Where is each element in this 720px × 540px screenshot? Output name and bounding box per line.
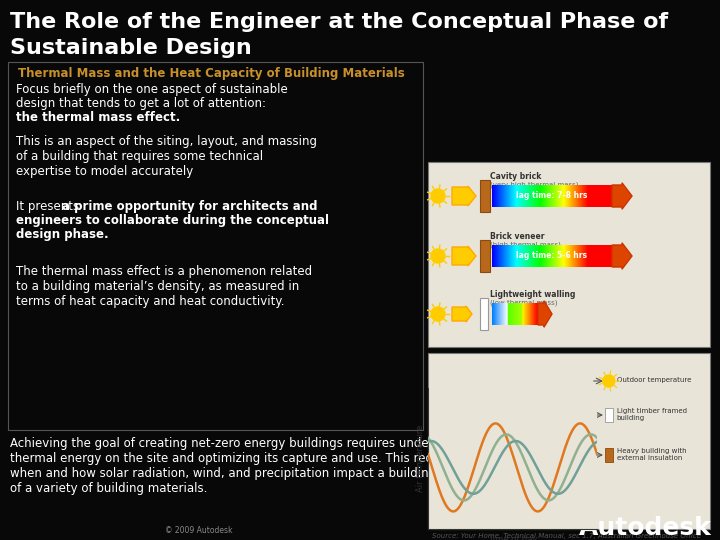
Text: a prime opportunity for architects and: a prime opportunity for architects and [62, 200, 318, 213]
Text: Lightweight walling: Lightweight walling [490, 290, 575, 299]
Text: (low thermal mass): (low thermal mass) [490, 299, 557, 306]
Text: Source: Your Home, Technical Manual, sec 1.7, Australian Greenhouse Office: Source: Your Home, Technical Manual, sec… [432, 533, 701, 539]
Text: Light timber framed
building: Light timber framed building [617, 408, 687, 421]
FancyArrow shape [538, 301, 552, 327]
FancyBboxPatch shape [480, 298, 488, 330]
Text: This is an aspect of the siting, layout, and massing
of a building that requires: This is an aspect of the siting, layout,… [16, 135, 317, 178]
FancyBboxPatch shape [605, 448, 613, 462]
Text: (high thermal mass): (high thermal mass) [490, 241, 561, 247]
Text: Heavy building with
external insulation: Heavy building with external insulation [617, 448, 686, 461]
Text: design phase.: design phase. [16, 228, 109, 241]
FancyBboxPatch shape [480, 240, 490, 272]
Text: lag time: 5-6 hrs: lag time: 5-6 hrs [516, 252, 588, 260]
Text: Thermal Mass and the Heat Capacity of Building Materials: Thermal Mass and the Heat Capacity of Bu… [18, 67, 405, 80]
Text: engineers to collaborate during the conceptual: engineers to collaborate during the conc… [16, 214, 329, 227]
Circle shape [431, 189, 445, 203]
Text: Brick veneer: Brick veneer [490, 232, 544, 241]
FancyBboxPatch shape [428, 353, 710, 529]
FancyArrow shape [452, 186, 476, 206]
Text: Outdoor temperature: Outdoor temperature [617, 377, 691, 383]
FancyArrow shape [612, 243, 632, 269]
FancyBboxPatch shape [428, 162, 710, 347]
Text: The thermal mass effect is a phenomenon related
to a building material’s density: The thermal mass effect is a phenomenon … [16, 265, 312, 308]
Text: design that tends to get a lot of attention:: design that tends to get a lot of attent… [16, 97, 266, 110]
FancyArrow shape [612, 183, 632, 209]
Circle shape [603, 375, 615, 387]
Text: (very high thermal mass): (very high thermal mass) [490, 181, 578, 187]
Text: the thermal mass effect.: the thermal mass effect. [16, 111, 180, 124]
Circle shape [431, 249, 445, 263]
FancyArrow shape [452, 306, 472, 322]
Text: Achieving the goal of creating net-zero energy buildings requires understanding : Achieving the goal of creating net-zero … [10, 437, 595, 495]
Circle shape [431, 307, 445, 321]
Text: lag time: 7-8 hrs: lag time: 7-8 hrs [516, 192, 588, 200]
Text: © 2009 Autodesk: © 2009 Autodesk [165, 526, 233, 535]
Text: Cavity brick: Cavity brick [490, 172, 541, 181]
FancyBboxPatch shape [480, 180, 490, 212]
Text: Sustainable Design: Sustainable Design [10, 38, 252, 58]
FancyBboxPatch shape [605, 408, 613, 422]
FancyArrow shape [452, 246, 476, 266]
Text: Focus briefly on the one aspect of sustainable: Focus briefly on the one aspect of susta… [16, 83, 288, 96]
Text: The Role of the Engineer at the Conceptual Phase of: The Role of the Engineer at the Conceptu… [10, 12, 668, 32]
Text: Autodesk: Autodesk [580, 516, 712, 540]
Text: It presents: It presents [16, 200, 83, 213]
X-axis label: Time of day: Time of day [488, 535, 537, 540]
Y-axis label: Air temperature: Air temperature [416, 425, 426, 492]
